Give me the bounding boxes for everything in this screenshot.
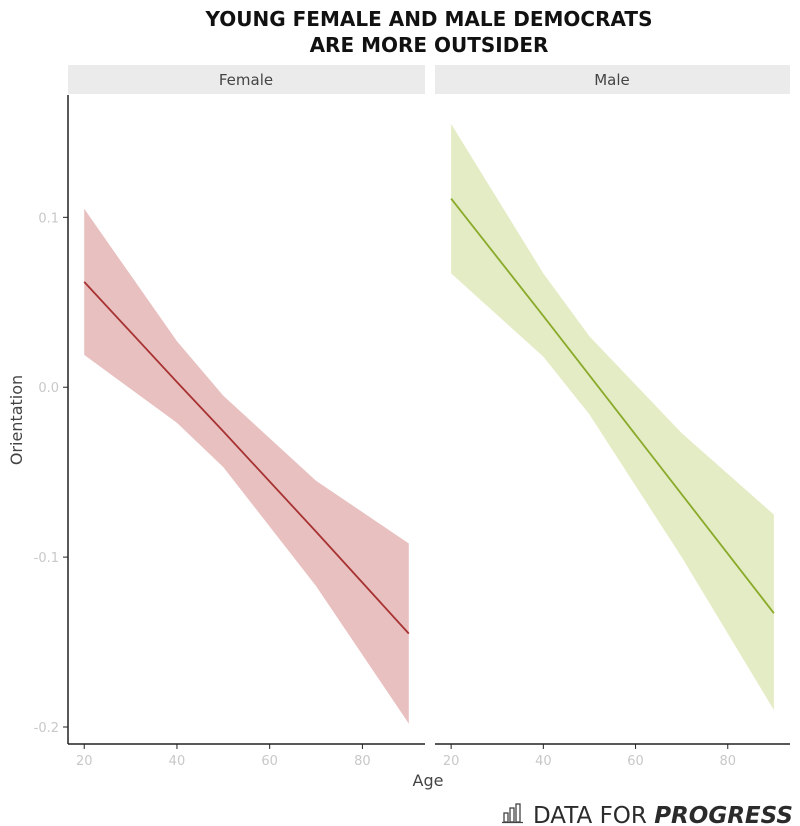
facet-strip-male: [435, 65, 790, 94]
y-tick-label-0: 0.1: [38, 211, 59, 226]
x-tick-label-male-60: 60: [627, 754, 644, 769]
chart-title-line-2: ARE MORE OUTSIDER: [310, 33, 549, 57]
chart-title-line-1: YOUNG FEMALE AND MALE DEMOCRATS: [205, 7, 653, 31]
fit-line-male: [450, 198, 775, 614]
y-axis-title: Orientation: [7, 375, 26, 465]
fit-line-female: [83, 281, 410, 635]
confidence-band-female: [84, 208, 409, 724]
x-tick-label-female-40: 40: [169, 754, 186, 769]
x-tick-label-male-40: 40: [535, 754, 552, 769]
x-tick-label-female-80: 80: [354, 754, 371, 769]
x-tick-label-male-80: 80: [719, 754, 736, 769]
y-tick-label-2: -0.1: [34, 551, 59, 566]
bar-chart-icon: [502, 803, 523, 824]
x-tick-label-male-20: 20: [443, 754, 460, 769]
x-axis-title: Age: [413, 771, 444, 790]
y-tick-label-1: 0.0: [38, 381, 59, 396]
facet-strip-female: [68, 65, 425, 94]
confidence-band-male: [451, 123, 774, 710]
facet-label-male: Male: [594, 71, 630, 89]
logo-text: DATA FOR PROGRESS: [533, 803, 793, 826]
logo-text-bold: PROGRESS: [654, 803, 793, 826]
y-tick-label-3: -0.2: [34, 721, 59, 736]
x-tick-label-female-20: 20: [76, 754, 93, 769]
logo-text-regular: DATA FOR: [533, 803, 654, 826]
facet-label-female: Female: [219, 71, 273, 89]
x-tick-label-female-60: 60: [261, 754, 278, 769]
logo: DATA FOR PROGRESS: [502, 803, 793, 826]
